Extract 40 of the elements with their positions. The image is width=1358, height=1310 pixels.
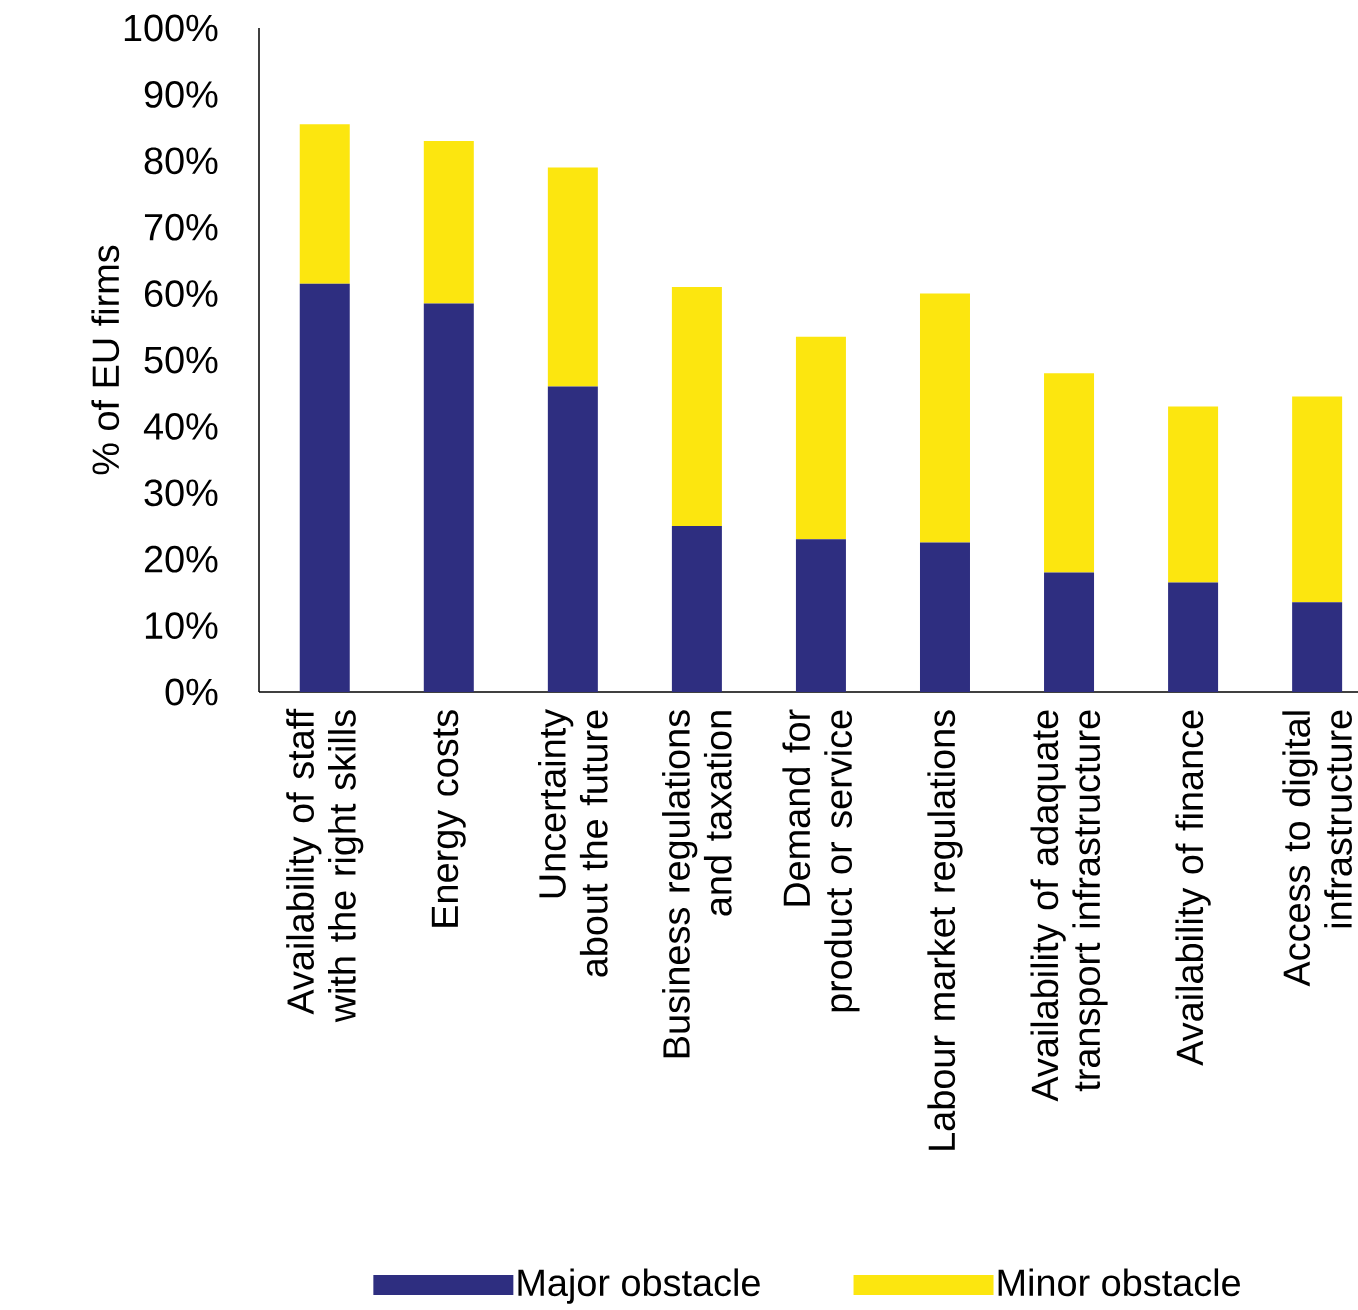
x-tick-label: Uncertainty about the future: [538, 708, 608, 977]
y-tick-label: 60%: [144, 280, 218, 307]
bar: [299, 283, 350, 692]
bar: [547, 167, 598, 387]
bar: [795, 336, 846, 540]
y-axis-title: % of EU firms: [91, 245, 120, 475]
x-tick-label: Availability of adaquate transport infrastructure: [1030, 710, 1108, 1102]
y-tick-label: 70%: [144, 213, 218, 241]
x-tick-label: Availability of finance: [1175, 710, 1211, 1066]
bar: [423, 140, 474, 304]
y-tick-label: 100%: [124, 14, 218, 42]
x-tick-label: Energy costs: [431, 710, 466, 927]
x-tick-label: Business regulations and taxation: [662, 710, 732, 1058]
y-tick-label: 50%: [144, 346, 218, 374]
bar: [671, 286, 722, 526]
y-tick-label: 30%: [144, 479, 218, 507]
x-tick-label: Access to digital infrastructure: [1282, 710, 1352, 987]
y-tick-label: 40%: [143, 412, 218, 440]
y-tick-label: 90%: [144, 80, 218, 108]
bar: [1044, 373, 1095, 573]
bar: [1292, 602, 1343, 692]
legend-label: Minor obstacle: [998, 1268, 1240, 1297]
bar: [1292, 396, 1343, 603]
y-tick-label: 0%: [165, 678, 218, 706]
bar: [795, 539, 846, 692]
legend-label: Major obstacle: [518, 1268, 760, 1304]
bar: [299, 124, 350, 284]
y-tick-label: 10%: [145, 612, 218, 640]
bar: [1168, 406, 1219, 583]
x-tick-label: Availability of staff with the right skills: [286, 708, 364, 1023]
bar: [919, 293, 970, 543]
bar: [1168, 582, 1219, 692]
bar: [919, 542, 970, 692]
bar: [547, 386, 598, 692]
bar: [671, 526, 722, 692]
y-tick-label: 20%: [144, 545, 218, 573]
y-tick-label: 80%: [144, 147, 218, 175]
bar: [423, 303, 474, 692]
bar: [1044, 572, 1095, 692]
x-tick-label: Labour market regulations: [927, 710, 963, 1150]
